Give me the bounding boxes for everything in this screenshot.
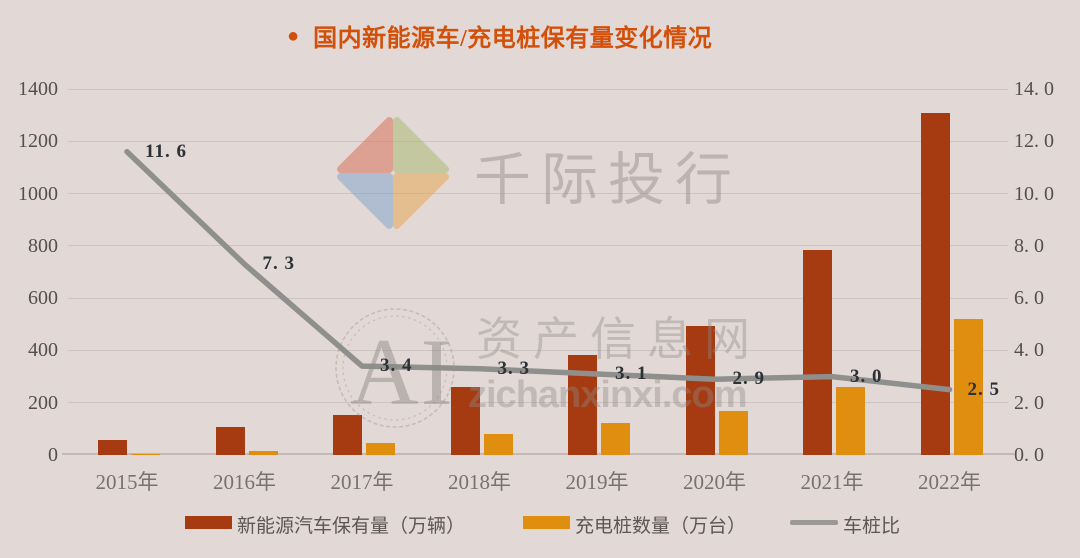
page-title: 国内新能源车/充电桩保有量变化情况 [313,26,713,52]
grid-line [68,402,1008,404]
grid-line [68,193,1008,195]
bar-nev-2015年 [98,439,127,455]
grid-line [68,297,1008,299]
y-axis-tick-label: 600 [28,287,58,310]
right-axis-tick-label: 10. 0 [1014,182,1054,205]
bar-nev-2017年 [333,415,362,455]
legend-label-nev: 新能源汽车保有量（万辆） [237,516,466,537]
y-axis-tick-label: 1200 [18,130,58,153]
legend-swatch-nev [185,516,232,529]
right-axis-tick-label: 4. 0 [1014,339,1044,362]
bar-nev-2021年 [803,250,832,455]
bar-pile-2016年 [248,451,278,455]
bar-nev-2020年 [685,326,715,455]
bar-nev-2018年 [450,386,480,455]
x-axis-tick-label: 2020年 [683,470,746,494]
grid-line [68,140,1008,142]
right-axis-tick-label: 14. 0 [1014,78,1054,100]
right-axis-tick-label: 6. 0 [1014,287,1044,310]
legend-swatch-ratio [790,520,838,525]
x-axis-tick-label: 2016年 [213,470,276,494]
y-axis-tick-label: 400 [28,339,58,362]
bar-pile-2020年 [718,411,748,455]
legend-label-pile: 充电桩数量（万台） [575,516,747,537]
legend-label-ratio: 车桩比 [843,516,901,537]
grid-line [68,349,1008,351]
bar-pile-2018年 [483,434,513,455]
y-axis-tick-label: 1000 [18,182,58,205]
right-axis-tick-label: 12. 0 [1014,130,1054,153]
y-axis-tick-label: 1400 [18,78,58,100]
grid-line [68,88,1008,90]
bar-pile-2021年 [836,386,865,455]
x-axis-tick-label: 2015年 [95,470,159,494]
bar-pile-2017年 [366,443,395,455]
legend: 新能源汽车保有量（万辆） 充电桩数量（万台） 车桩比 [0,508,1080,548]
x-axis-tick-label: 2022年 [918,470,981,494]
right-axis-tick-label: 8. 0 [1014,234,1044,257]
right-axis-tick-label: 2. 0 [1014,391,1044,414]
chart-title-row: ● 国内新能源车/充电桩保有量变化情况 [287,18,712,53]
bar-pile-2022年 [953,318,983,455]
bar-pile-2015年 [131,453,160,455]
x-axis-tick-label: 2017年 [330,470,394,494]
y-axis-tick-label: 0 [48,444,58,466]
bar-nev-2016年 [215,426,245,455]
y-axis-tick-label: 200 [28,391,58,414]
right-axis-tick-label: 0. 0 [1014,444,1044,466]
bar-nev-2019年 [568,355,597,455]
x-axis-tick-label: 2018年 [448,470,511,494]
x-axis-tick-label: 2021年 [800,470,864,494]
title-bullet-icon: ● [287,24,300,47]
bar-pile-2019年 [601,423,630,455]
x-axis-line [62,453,1014,455]
y-axis-tick-label: 800 [28,234,58,257]
x-axis-tick-label: 2019年 [565,470,629,494]
legend-swatch-pile [523,516,570,529]
bar-nev-2022年 [920,112,950,455]
grid-line [68,245,1008,247]
